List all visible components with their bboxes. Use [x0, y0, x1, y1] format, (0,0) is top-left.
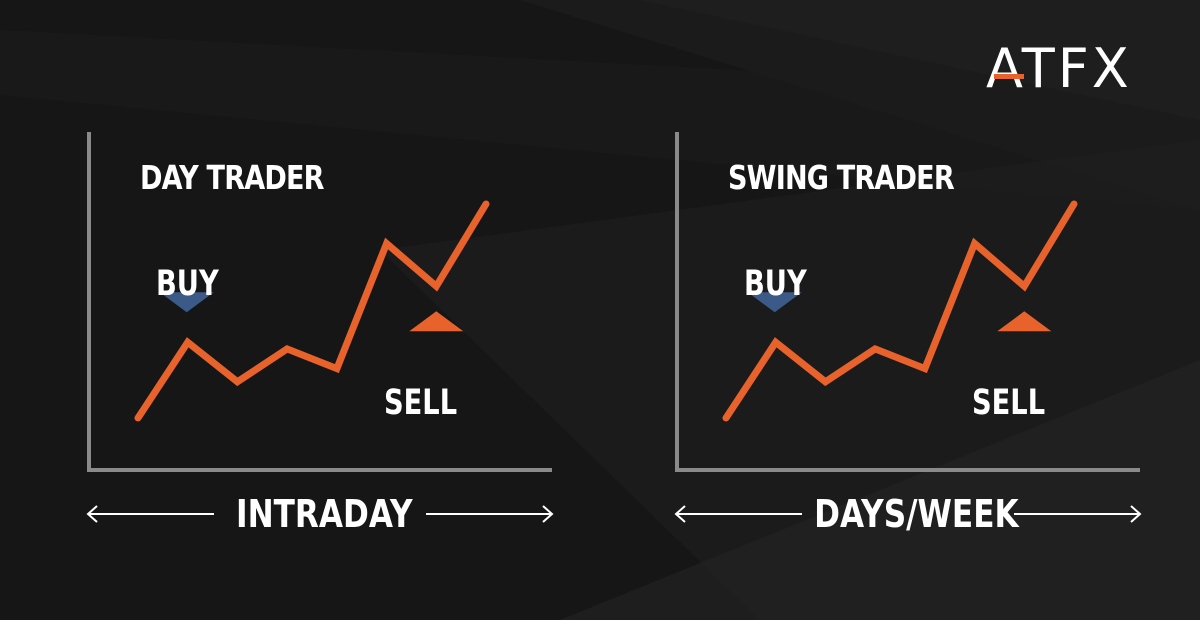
- right-arrow-head: [1130, 505, 1142, 523]
- day-trader-panel: DAY TRADER BUY SELL INTRADAY: [0, 0, 560, 620]
- left-arrow: [86, 505, 214, 523]
- sell-marker-triangle: [997, 311, 1052, 332]
- right-arrow-head: [542, 505, 554, 523]
- swing-trader-chart: [674, 132, 1142, 523]
- timeframe-label: DAYS/WEEK: [814, 492, 1019, 536]
- price-line: [722, 200, 1078, 422]
- atfx-logo: ATFX: [986, 38, 1166, 100]
- buy-marker-triangle: [747, 292, 802, 313]
- right-arrow: [1014, 505, 1142, 523]
- sell-marker-triangle: [409, 311, 464, 332]
- buy-label: BUY: [744, 264, 807, 304]
- day-trader-chart: [86, 132, 554, 523]
- buy-marker-triangle: [159, 292, 214, 313]
- logo-text: ATFX: [986, 37, 1132, 100]
- buy-label: BUY: [156, 264, 219, 304]
- swing-trader-panel: SWING TRADER BUY SELL DAYS/WEEK: [588, 0, 1148, 620]
- timeframe-label: INTRADAY: [236, 492, 413, 536]
- logo-accent-bar: [994, 74, 1024, 79]
- right-arrow: [426, 505, 554, 523]
- sell-label: SELL: [384, 383, 458, 423]
- panel-title: DAY TRADER: [140, 158, 324, 197]
- panel-title: SWING TRADER: [728, 158, 955, 197]
- price-line: [134, 200, 490, 422]
- left-arrow-head: [674, 505, 686, 523]
- left-arrow: [674, 505, 802, 523]
- left-arrow-head: [86, 505, 98, 523]
- sell-label: SELL: [972, 383, 1046, 423]
